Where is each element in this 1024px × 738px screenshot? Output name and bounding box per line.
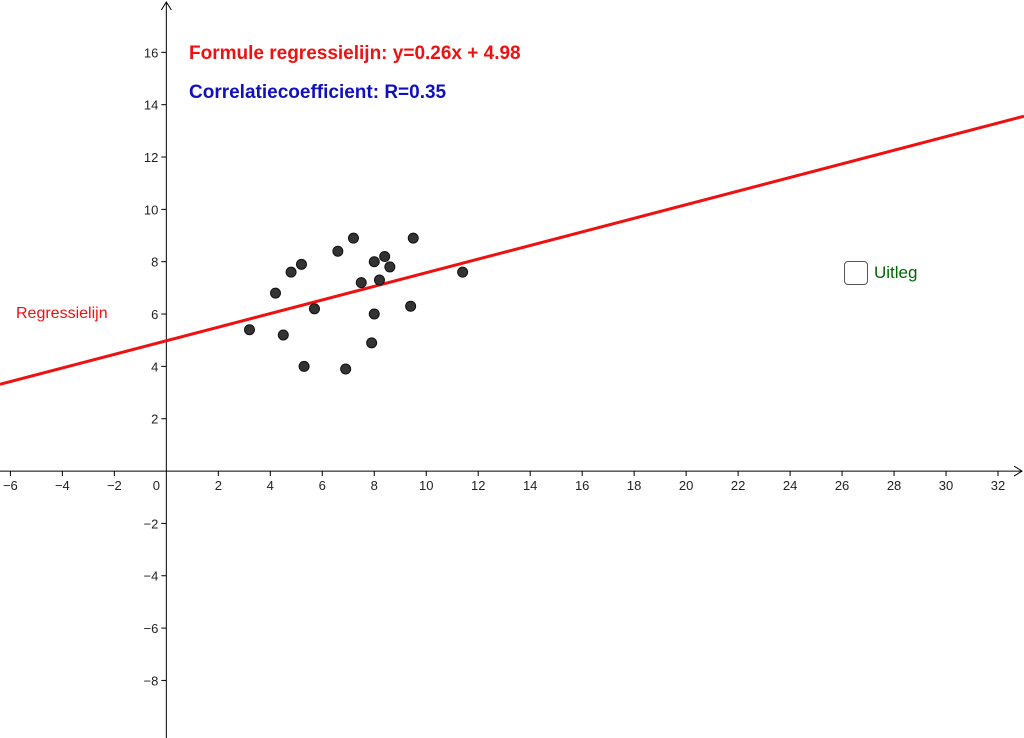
x-tick-label: 6 bbox=[319, 478, 326, 493]
y-tick-label: 2 bbox=[151, 412, 158, 427]
x-tick-label: 14 bbox=[523, 478, 537, 493]
y-tick-label: 6 bbox=[151, 307, 158, 322]
y-tick-label: −6 bbox=[144, 621, 159, 636]
x-tick-label: −2 bbox=[107, 478, 122, 493]
data-point bbox=[309, 304, 319, 314]
y-tick-label: −2 bbox=[144, 516, 159, 531]
data-point bbox=[278, 330, 288, 340]
x-tick-label: 28 bbox=[887, 478, 901, 493]
y-tick-label: 12 bbox=[144, 150, 158, 165]
x-tick-label: 16 bbox=[575, 478, 589, 493]
data-point bbox=[367, 338, 377, 348]
data-point bbox=[341, 364, 351, 374]
x-tick-label: 30 bbox=[939, 478, 953, 493]
y-tick-label: −8 bbox=[144, 673, 159, 688]
regression-line-label: Regressielijn bbox=[16, 305, 108, 322]
regression-formula: Formule regressielijn: y=0.26x + 4.98 bbox=[189, 43, 521, 64]
data-point bbox=[270, 288, 280, 298]
x-tick-label: 18 bbox=[627, 478, 641, 493]
data-point bbox=[369, 309, 379, 319]
x-tick-label: 12 bbox=[471, 478, 485, 493]
data-point bbox=[374, 275, 384, 285]
x-tick-label: −6 bbox=[3, 478, 18, 493]
x-tick-label: 8 bbox=[371, 478, 378, 493]
data-point bbox=[356, 278, 366, 288]
y-tick-label: 16 bbox=[144, 45, 158, 60]
uitleg-label: Uitleg bbox=[874, 263, 917, 283]
data-point bbox=[296, 259, 306, 269]
data-points bbox=[245, 233, 468, 374]
x-tick-label: 32 bbox=[991, 478, 1005, 493]
x-tick-label: 10 bbox=[419, 478, 433, 493]
data-point bbox=[406, 301, 416, 311]
x-tick-label: 2 bbox=[215, 478, 222, 493]
x-tick-label: 4 bbox=[267, 478, 274, 493]
y-tick-label: −4 bbox=[144, 569, 159, 584]
data-point bbox=[245, 325, 255, 335]
y-tick-label: 10 bbox=[144, 202, 158, 217]
data-point bbox=[458, 267, 468, 277]
uitleg-checkbox[interactable]: Uitleg bbox=[844, 261, 917, 285]
data-point bbox=[408, 233, 418, 243]
y-tick-label: 4 bbox=[151, 359, 158, 374]
data-point bbox=[380, 251, 390, 261]
data-point bbox=[299, 361, 309, 371]
data-point bbox=[333, 246, 343, 256]
y-tick-label: 14 bbox=[144, 98, 158, 113]
x-tick-label: 0 bbox=[153, 478, 160, 493]
checkbox-box[interactable] bbox=[844, 261, 868, 285]
y-tick-label: 8 bbox=[151, 255, 158, 270]
data-point bbox=[369, 257, 379, 267]
data-point bbox=[385, 262, 395, 272]
data-point bbox=[286, 267, 296, 277]
correlation-coefficient: Correlatiecoefficient: R=0.35 bbox=[189, 82, 447, 103]
x-tick-label: 26 bbox=[835, 478, 849, 493]
x-tick-label: −4 bbox=[55, 478, 70, 493]
x-tick-label: 20 bbox=[679, 478, 693, 493]
x-tick-label: 24 bbox=[783, 478, 797, 493]
x-tick-label: 22 bbox=[731, 478, 745, 493]
data-point bbox=[348, 233, 358, 243]
